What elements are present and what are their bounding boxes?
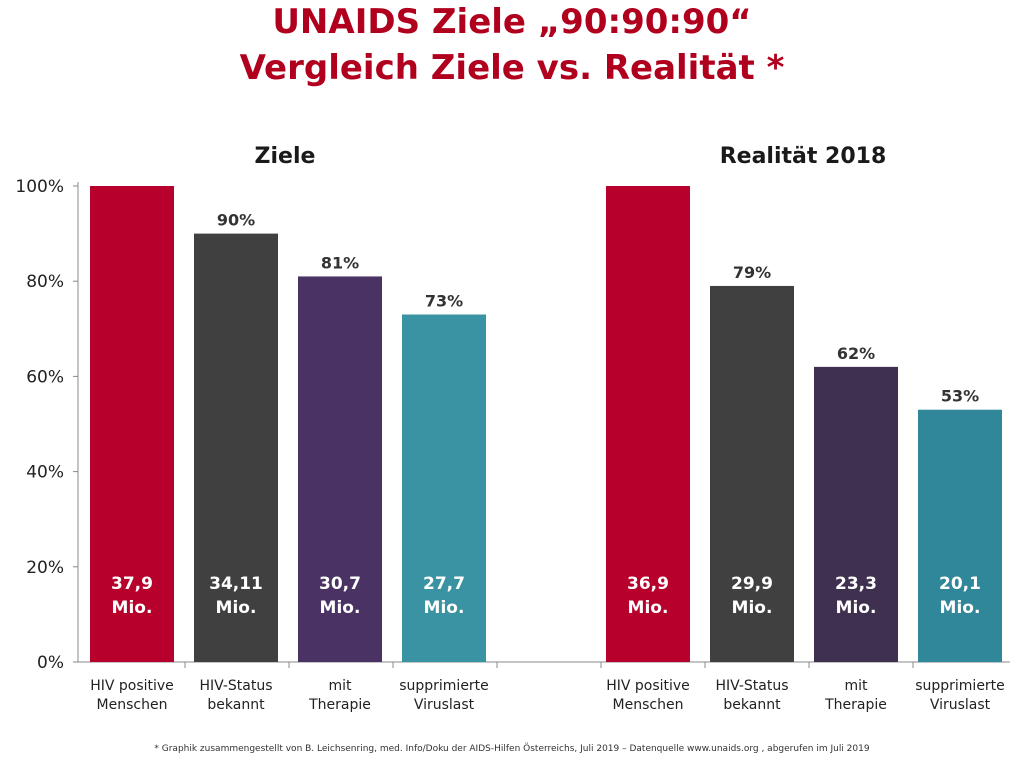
bar-realitaet-1 bbox=[606, 186, 690, 662]
bar-ziele-4 bbox=[402, 314, 486, 662]
bar-value-label: 73% bbox=[425, 292, 463, 311]
bar-value-label: 62% bbox=[837, 344, 875, 363]
bar-inner-label: Mio. bbox=[628, 598, 669, 618]
footnote: * Graphik zusammengestellt von B. Leichs… bbox=[154, 744, 870, 754]
bar-inner-label: 29,9 bbox=[731, 574, 773, 594]
y-tick-label: 0% bbox=[37, 653, 64, 673]
bar-inner-label: 30,7 bbox=[319, 574, 361, 594]
y-tick-label: 20% bbox=[26, 558, 64, 578]
bar-inner-label: 27,7 bbox=[423, 574, 465, 594]
x-tick-label: supprimierte bbox=[915, 678, 1005, 694]
bar-inner-label: Mio. bbox=[836, 598, 877, 618]
x-tick-label: bekannt bbox=[207, 697, 265, 713]
x-tick-label: bekannt bbox=[723, 697, 781, 713]
bar-inner-label: Mio. bbox=[424, 598, 465, 618]
page-title: UNAIDS Ziele „90:90:90“ bbox=[272, 2, 752, 42]
y-tick-label: 60% bbox=[26, 367, 64, 387]
x-tick-label: supprimierte bbox=[399, 678, 489, 694]
x-tick-label: Viruslast bbox=[930, 697, 991, 713]
bar-ziele-1 bbox=[90, 186, 174, 662]
bar-inner-label: 20,1 bbox=[939, 574, 981, 594]
bar-ziele-3 bbox=[298, 276, 382, 662]
y-tick-label: 100% bbox=[15, 177, 64, 197]
bar-inner-label: 37,9 bbox=[111, 574, 153, 594]
bar-inner-label: Mio. bbox=[216, 598, 257, 618]
group-title-realitaet: Realität 2018 bbox=[719, 144, 887, 169]
y-tick-label: 40% bbox=[26, 463, 64, 483]
group-title-ziele: Ziele bbox=[254, 144, 316, 169]
x-tick-label: HIV positive bbox=[90, 678, 174, 694]
x-tick-label: Therapie bbox=[824, 697, 887, 713]
bar-ziele-2 bbox=[194, 233, 278, 662]
x-tick-label: mit bbox=[844, 678, 868, 694]
bar-realitaet-4 bbox=[918, 409, 1002, 662]
bar-inner-label: Mio. bbox=[732, 598, 773, 618]
bar-inner-label: Mio. bbox=[320, 598, 361, 618]
bar-inner-label: 34,11 bbox=[209, 574, 263, 594]
x-tick-label: mit bbox=[328, 678, 352, 694]
bar-inner-label: Mio. bbox=[940, 598, 981, 618]
bar-inner-label: 36,9 bbox=[627, 574, 669, 594]
bar-realitaet-2 bbox=[710, 285, 794, 662]
x-tick-label: Therapie bbox=[308, 697, 371, 713]
bar-value-label: 81% bbox=[321, 253, 359, 272]
bar-value-label: 79% bbox=[733, 263, 771, 282]
y-tick-label: 80% bbox=[26, 272, 64, 292]
bar-value-label: 90% bbox=[217, 211, 255, 230]
x-tick-label: Menschen bbox=[97, 697, 168, 713]
x-tick-label: HIV-Status bbox=[199, 678, 272, 694]
x-tick-label: HIV-Status bbox=[715, 678, 788, 694]
bar-realitaet-3 bbox=[814, 366, 898, 662]
x-tick-label: Viruslast bbox=[414, 697, 475, 713]
x-tick-label: HIV positive bbox=[606, 678, 690, 694]
bar-inner-label: 23,3 bbox=[835, 574, 877, 594]
bar-inner-label: Mio. bbox=[112, 598, 153, 618]
bar-value-label: 53% bbox=[941, 387, 979, 406]
x-tick-label: Menschen bbox=[613, 697, 684, 713]
page-subtitle: Vergleich Ziele vs. Realität * bbox=[239, 48, 785, 88]
